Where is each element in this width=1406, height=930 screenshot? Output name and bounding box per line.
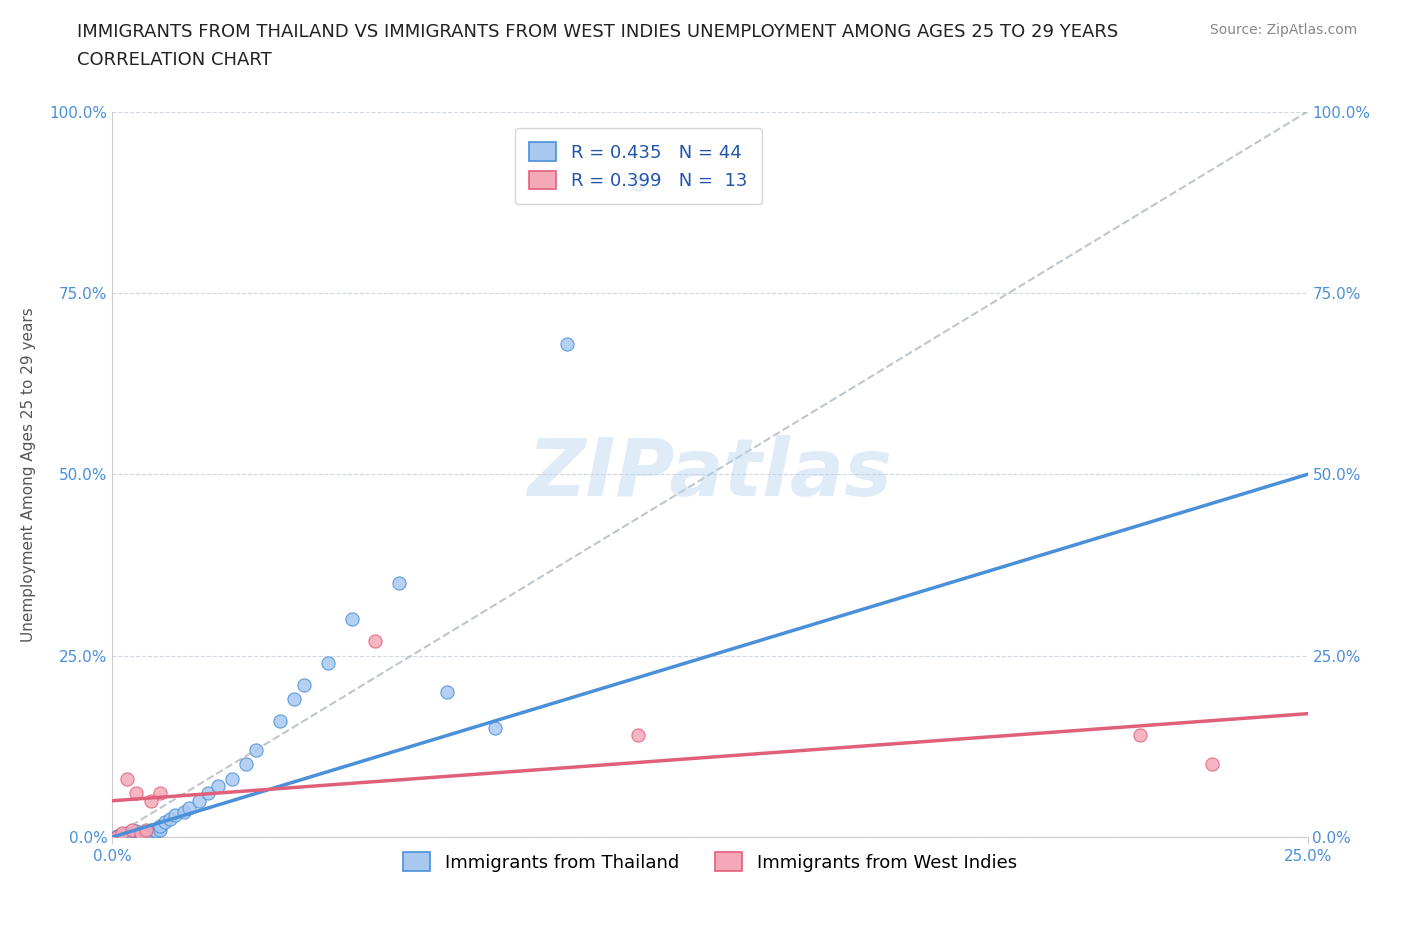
Point bbox=[121, 829, 143, 844]
Point bbox=[121, 822, 143, 837]
Text: CORRELATION CHART: CORRELATION CHART bbox=[77, 51, 273, 69]
Point bbox=[125, 827, 148, 842]
Point bbox=[627, 177, 650, 192]
Point bbox=[111, 830, 134, 844]
Point bbox=[121, 828, 143, 843]
Point bbox=[135, 822, 157, 837]
Point bbox=[125, 828, 148, 843]
Point bbox=[149, 822, 172, 837]
Point bbox=[235, 757, 257, 772]
Point bbox=[173, 804, 195, 819]
Point bbox=[1201, 757, 1223, 772]
Point bbox=[135, 827, 157, 842]
Point bbox=[139, 793, 162, 808]
Point bbox=[292, 677, 315, 692]
Point bbox=[129, 826, 152, 841]
Point bbox=[163, 808, 186, 823]
Point bbox=[245, 742, 267, 757]
Point bbox=[1129, 728, 1152, 743]
Point bbox=[221, 772, 243, 787]
Legend: Immigrants from Thailand, Immigrants from West Indies: Immigrants from Thailand, Immigrants fro… bbox=[396, 845, 1024, 879]
Text: ZIPatlas: ZIPatlas bbox=[527, 435, 893, 513]
Point bbox=[111, 828, 134, 843]
Y-axis label: Unemployment Among Ages 25 to 29 years: Unemployment Among Ages 25 to 29 years bbox=[21, 307, 35, 642]
Text: IMMIGRANTS FROM THAILAND VS IMMIGRANTS FROM WEST INDIES UNEMPLOYMENT AMONG AGES : IMMIGRANTS FROM THAILAND VS IMMIGRANTS F… bbox=[77, 23, 1119, 41]
Point bbox=[484, 721, 506, 736]
Text: Source: ZipAtlas.com: Source: ZipAtlas.com bbox=[1209, 23, 1357, 37]
Point bbox=[159, 811, 181, 827]
Point bbox=[177, 801, 200, 816]
Point bbox=[187, 793, 209, 808]
Point bbox=[364, 633, 387, 648]
Point bbox=[111, 829, 134, 844]
Point bbox=[283, 692, 305, 707]
Point bbox=[111, 826, 134, 841]
Point bbox=[139, 826, 162, 841]
Point bbox=[269, 713, 291, 728]
Point bbox=[121, 825, 143, 840]
Point bbox=[115, 826, 138, 841]
Point bbox=[125, 824, 148, 839]
Point bbox=[149, 786, 172, 801]
Point bbox=[197, 786, 219, 801]
Point bbox=[149, 818, 172, 833]
Point bbox=[340, 612, 363, 627]
Point bbox=[316, 656, 339, 671]
Point bbox=[115, 830, 138, 844]
Point bbox=[105, 830, 128, 844]
Point bbox=[627, 728, 650, 743]
Point bbox=[135, 825, 157, 840]
Point bbox=[436, 684, 458, 699]
Point bbox=[555, 337, 578, 352]
Point bbox=[105, 828, 128, 843]
Point bbox=[153, 815, 176, 830]
Point bbox=[145, 824, 167, 839]
Point bbox=[125, 786, 148, 801]
Point bbox=[388, 576, 411, 591]
Point bbox=[207, 778, 229, 793]
Point bbox=[129, 828, 152, 843]
Point bbox=[115, 772, 138, 787]
Point bbox=[115, 828, 138, 843]
Point bbox=[105, 830, 128, 844]
Point bbox=[139, 822, 162, 837]
Point bbox=[129, 826, 152, 841]
